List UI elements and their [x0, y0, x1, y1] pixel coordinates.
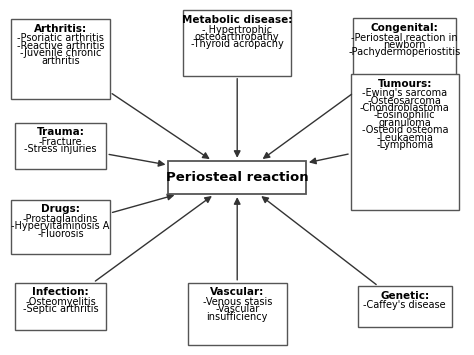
Text: Vascular:: Vascular: [210, 287, 264, 297]
Text: -Caffey's disease: -Caffey's disease [364, 300, 446, 310]
Text: Trauma:: Trauma: [36, 127, 84, 137]
Text: Congenital:: Congenital: [371, 23, 438, 33]
Text: -Juvenile chronic: -Juvenile chronic [20, 48, 101, 58]
Text: -Prostaglandins: -Prostaglandins [23, 214, 98, 224]
Bar [183, 10, 291, 76]
Bar [11, 19, 110, 99]
Text: -Fracture: -Fracture [38, 137, 82, 147]
Bar [358, 286, 452, 327]
Bar [188, 283, 287, 345]
Text: -Ewing's sarcoma: -Ewing's sarcoma [362, 88, 447, 98]
Text: -Leukaemia: -Leukaemia [376, 133, 433, 143]
Bar [15, 123, 106, 169]
Text: insufficiency: insufficiency [207, 312, 268, 322]
Text: Periosteal reaction: Periosteal reaction [166, 171, 309, 184]
Bar [353, 18, 456, 93]
Text: Genetic:: Genetic: [380, 291, 429, 301]
Text: Drugs:: Drugs: [41, 204, 80, 214]
Bar [168, 161, 306, 194]
Text: newborn: newborn [383, 40, 426, 50]
Text: -Venous stasis: -Venous stasis [202, 297, 272, 307]
Text: granuloma: granuloma [378, 118, 431, 128]
Text: -Osteosarcoma: -Osteosarcoma [368, 95, 442, 106]
Text: Tumours:: Tumours: [378, 79, 432, 89]
Text: -Stress injuries: -Stress injuries [24, 144, 97, 154]
Text: Arthritis:: Arthritis: [34, 24, 87, 34]
Text: -Chondroblastoma: -Chondroblastoma [360, 103, 450, 113]
Text: -Psoriatic arthritis: -Psoriatic arthritis [17, 33, 104, 43]
Text: -Hypervitaminosis A: -Hypervitaminosis A [11, 221, 109, 231]
Text: -Septic arthritis: -Septic arthritis [23, 304, 98, 314]
Bar [11, 200, 110, 255]
Text: - Hypertrophic: - Hypertrophic [202, 24, 272, 34]
Text: -Reactive arthritis: -Reactive arthritis [17, 41, 104, 51]
Text: arthritis: arthritis [41, 56, 80, 66]
Text: -Periosteal reaction in: -Periosteal reaction in [352, 33, 458, 43]
Bar [351, 74, 459, 210]
Text: -Lymphoma: -Lymphoma [376, 140, 433, 150]
Bar [15, 283, 106, 331]
Text: -Fluorosis: -Fluorosis [37, 229, 84, 239]
Text: -Osteoid osteoma: -Osteoid osteoma [362, 125, 448, 135]
Text: -Pachydermoperiostitis: -Pachydermoperiostitis [349, 47, 461, 58]
Text: Infection:: Infection: [32, 287, 89, 297]
Text: -Thyroid acropachy: -Thyroid acropachy [191, 39, 283, 49]
Text: -Eosinophilic: -Eosinophilic [374, 110, 436, 120]
Text: Metabolic disease:: Metabolic disease: [182, 15, 292, 25]
Text: osteoarthropathy: osteoarthropathy [195, 32, 280, 42]
Text: -Vascular: -Vascular [215, 304, 259, 314]
Text: -Osteomyelitis: -Osteomyelitis [25, 297, 96, 307]
